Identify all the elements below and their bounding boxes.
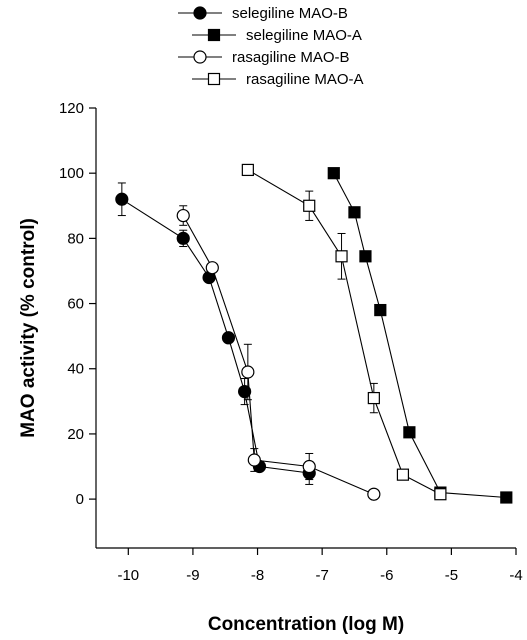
y-tick-label: 20 [67,426,84,443]
series-layer [115,163,513,504]
data-point-square [434,488,447,501]
data-point-circle [247,453,261,467]
legend-entry: selegiline MAO-B [178,5,348,22]
y-tick-label: 120 [59,100,84,117]
legend-label: rasagiline MAO-A [246,71,364,88]
x-tick-label: -5 [445,567,458,584]
series-2 [176,205,381,501]
y-ticks: 0 20 40 60 80 100 120 [59,100,96,508]
series-0 [115,182,316,485]
data-point-square [348,206,361,219]
data-point-circle [205,261,219,275]
x-tick-label: -9 [186,567,199,584]
x-tick-label: -7 [315,567,328,584]
data-point-square [207,72,221,86]
data-point-square [335,250,348,263]
data-point-square [367,391,380,405]
data-point-circle [193,50,207,64]
data-point-circle [176,208,190,223]
data-point-circle [367,487,381,501]
y-tick-label: 80 [67,230,84,247]
data-point-square [403,426,416,439]
legend-label: selegiline MAO-B [232,5,348,22]
data-point-circle [176,231,190,245]
y-tick-label: 60 [67,296,84,313]
series-line [182,215,375,495]
data-point-square [241,163,254,177]
legend-label: selegiline MAO-A [246,27,362,44]
data-point-circle [241,365,255,379]
legend-entry: selegiline MAO-A [192,27,362,44]
legend-label: rasagiline MAO-B [232,49,350,66]
data-point-circle [193,6,207,20]
x-ticks: -10 -9 -8 -7 -6 -5 -4 [117,548,523,584]
data-point-square [327,167,340,180]
x-tick-label: -6 [380,567,393,584]
data-point-square [500,491,513,504]
legend: selegiline MAO-B selegiline MAO-A rasagili… [178,5,364,88]
data-point-square [207,28,221,42]
series-3 [241,163,447,501]
y-tick-label: 0 [76,491,84,508]
y-tick-label: 100 [59,165,84,182]
y-axis-title: MAO activity (% control) [18,218,39,438]
data-point-square [374,303,387,317]
x-tick-label: -4 [509,567,522,584]
x-tick-label: -10 [117,567,139,584]
data-point-square [396,468,410,481]
x-tick-label: -8 [251,567,264,584]
legend-entry: rasagiline MAO-B [178,49,350,66]
legend-entry: rasagiline MAO-A [192,71,364,88]
data-point-circle [115,192,129,206]
x-axis-title: Concentration (log M) [208,614,404,635]
series-line [247,169,441,495]
data-point-square [303,199,316,212]
data-point-circle [221,331,236,345]
data-point-circle [302,459,316,474]
series-1 [327,167,513,504]
y-tick-label: 40 [67,361,84,378]
series-line [121,198,310,474]
axes [95,108,516,549]
data-point-square [359,250,372,263]
